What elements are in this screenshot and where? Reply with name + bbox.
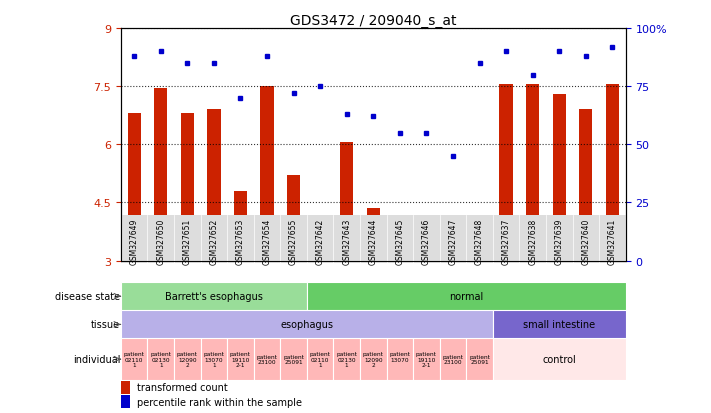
Bar <box>333 339 360 380</box>
Bar <box>287 176 300 261</box>
Bar <box>466 339 493 380</box>
Text: patient
25091: patient 25091 <box>469 354 490 365</box>
Bar <box>419 253 433 261</box>
Bar <box>499 85 513 261</box>
Text: GSM327641: GSM327641 <box>608 218 617 264</box>
Bar <box>413 339 439 380</box>
Text: GSM327640: GSM327640 <box>582 218 590 264</box>
Bar <box>234 191 247 261</box>
Text: GSM327653: GSM327653 <box>236 218 245 264</box>
Text: GSM327648: GSM327648 <box>475 218 484 264</box>
Bar <box>493 311 626 339</box>
Bar <box>181 114 194 261</box>
Text: GSM327647: GSM327647 <box>449 218 457 264</box>
Bar <box>360 339 387 380</box>
Text: tissue: tissue <box>91 320 120 330</box>
Text: GSM327639: GSM327639 <box>555 218 564 264</box>
Bar <box>579 110 592 261</box>
Bar <box>121 395 130 408</box>
Text: GSM327637: GSM327637 <box>502 218 510 264</box>
Title: GDS3472 / 209040_s_at: GDS3472 / 209040_s_at <box>290 14 456 28</box>
Text: patient
02130
1: patient 02130 1 <box>336 351 357 367</box>
Text: GSM327645: GSM327645 <box>395 218 405 264</box>
Bar <box>201 339 227 380</box>
Text: normal: normal <box>449 292 483 301</box>
Bar <box>493 339 626 380</box>
Text: GSM327655: GSM327655 <box>289 218 298 264</box>
Bar <box>367 209 380 261</box>
Text: GSM327650: GSM327650 <box>156 218 165 264</box>
Text: patient
19110
2-1: patient 19110 2-1 <box>230 351 251 367</box>
Text: Barrett's esophagus: Barrett's esophagus <box>165 292 263 301</box>
Bar <box>307 282 626 311</box>
Bar <box>121 381 130 394</box>
Text: GSM327649: GSM327649 <box>129 218 139 264</box>
Bar <box>447 252 459 261</box>
Bar <box>439 339 466 380</box>
Bar <box>127 114 141 261</box>
Bar <box>207 110 220 261</box>
Text: patient
02110
1: patient 02110 1 <box>124 351 144 367</box>
Text: GSM327646: GSM327646 <box>422 218 431 264</box>
Text: patient
13070: patient 13070 <box>390 351 410 367</box>
Bar <box>280 339 307 380</box>
Text: GSM327638: GSM327638 <box>528 218 538 264</box>
Text: patient
19110
2-1: patient 19110 2-1 <box>416 351 437 367</box>
Text: GSM327643: GSM327643 <box>342 218 351 264</box>
Bar <box>387 339 413 380</box>
Bar <box>340 143 353 261</box>
Bar <box>254 339 280 380</box>
Bar <box>227 339 254 380</box>
Text: disease state: disease state <box>55 292 120 301</box>
Text: patient
23100: patient 23100 <box>442 354 464 365</box>
Text: patient
12090
2: patient 12090 2 <box>177 351 198 367</box>
Bar <box>552 95 566 261</box>
Text: patient
02110
1: patient 02110 1 <box>310 351 331 367</box>
Text: patient
13070
1: patient 13070 1 <box>203 351 224 367</box>
Text: GSM327654: GSM327654 <box>262 218 272 264</box>
Bar <box>307 339 333 380</box>
Text: transformed count: transformed count <box>137 382 228 392</box>
Bar <box>121 282 307 311</box>
Bar <box>121 339 147 380</box>
Text: GSM327652: GSM327652 <box>209 218 218 264</box>
Text: percentile rank within the sample: percentile rank within the sample <box>137 396 302 407</box>
Bar <box>606 85 619 261</box>
Bar <box>174 339 201 380</box>
Text: GSM327651: GSM327651 <box>183 218 192 264</box>
Bar <box>154 89 167 261</box>
Text: individual: individual <box>73 354 120 364</box>
Text: patient
25091: patient 25091 <box>283 354 304 365</box>
Text: small intestine: small intestine <box>523 320 595 330</box>
Bar <box>147 339 174 380</box>
Text: control: control <box>542 354 576 364</box>
Bar <box>526 85 540 261</box>
Text: esophagus: esophagus <box>280 320 333 330</box>
Bar <box>314 257 327 261</box>
Bar <box>473 257 486 261</box>
Text: patient
02130
1: patient 02130 1 <box>150 351 171 367</box>
Bar <box>393 253 407 261</box>
Text: patient
12090
2: patient 12090 2 <box>363 351 384 367</box>
Text: GSM327642: GSM327642 <box>316 218 325 264</box>
Text: patient
23100: patient 23100 <box>257 354 277 365</box>
Bar <box>260 87 274 261</box>
Bar <box>121 311 493 339</box>
Text: GSM327644: GSM327644 <box>369 218 378 264</box>
